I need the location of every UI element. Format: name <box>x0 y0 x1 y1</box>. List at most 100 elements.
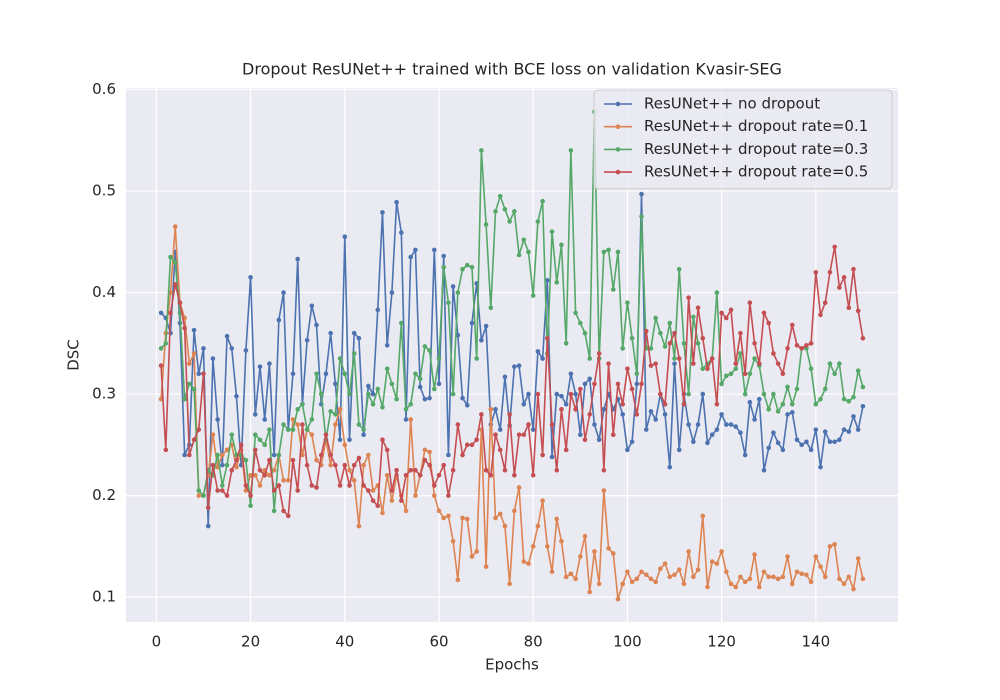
data-point <box>775 440 781 446</box>
data-point <box>738 351 743 356</box>
data-point <box>285 478 291 483</box>
data-point <box>827 439 833 445</box>
data-point <box>497 447 503 453</box>
data-point <box>714 401 720 407</box>
data-point <box>615 249 621 255</box>
y-tick-label: 0.3 <box>92 385 116 403</box>
data-point <box>554 391 560 397</box>
data-point <box>573 407 578 412</box>
data-point <box>403 508 409 514</box>
data-point <box>408 254 414 260</box>
data-point <box>351 462 357 468</box>
data-point <box>483 323 489 329</box>
data-point <box>827 361 833 366</box>
data-point <box>719 549 724 554</box>
data-point <box>450 391 456 397</box>
data-point <box>248 275 253 280</box>
data-point <box>290 417 296 422</box>
data-point <box>615 596 621 602</box>
data-point <box>662 344 668 349</box>
data-point <box>535 219 541 224</box>
data-point <box>333 412 338 417</box>
data-point <box>210 356 216 361</box>
data-point <box>163 447 169 453</box>
data-point <box>780 401 786 407</box>
data-point <box>337 483 343 488</box>
data-point <box>846 305 852 311</box>
legend-label: ResUNet++ dropout rate=0.5 <box>644 163 868 181</box>
data-point <box>502 523 508 529</box>
data-point <box>799 571 804 577</box>
data-point <box>672 356 677 361</box>
data-point <box>860 576 866 582</box>
x-tick-label: 60 <box>429 633 448 651</box>
data-point <box>309 303 315 309</box>
data-point <box>464 262 470 268</box>
legend-marker <box>615 147 621 152</box>
data-point <box>799 442 804 448</box>
data-point <box>658 391 663 397</box>
data-point <box>733 366 739 372</box>
data-point <box>818 464 823 470</box>
data-point <box>526 391 531 397</box>
data-point <box>804 439 809 445</box>
data-point <box>356 455 362 461</box>
data-point <box>252 412 258 417</box>
data-point <box>832 371 837 377</box>
data-point <box>389 498 395 503</box>
data-point <box>196 371 202 377</box>
data-point <box>187 452 192 458</box>
data-point <box>512 209 517 214</box>
data-point <box>314 485 319 490</box>
data-point <box>709 559 715 564</box>
data-point <box>643 572 649 578</box>
data-point <box>479 148 484 153</box>
data-point <box>394 396 399 402</box>
data-point <box>281 422 286 427</box>
data-point <box>559 393 564 399</box>
data-point <box>314 457 319 463</box>
data-point <box>366 383 371 389</box>
data-point <box>450 284 456 289</box>
data-point <box>526 422 531 427</box>
data-point <box>822 300 828 306</box>
data-point <box>460 266 465 272</box>
data-point <box>488 305 494 311</box>
data-point <box>761 391 767 397</box>
data-point <box>648 363 654 368</box>
data-point <box>474 437 479 443</box>
data-point <box>526 249 531 255</box>
data-point <box>224 447 230 453</box>
data-point <box>290 427 296 432</box>
data-point <box>629 439 635 445</box>
data-point <box>262 442 268 448</box>
data-point <box>738 574 743 580</box>
data-point <box>728 307 734 313</box>
data-point <box>191 327 197 333</box>
data-point <box>837 285 842 290</box>
data-point <box>676 447 682 453</box>
data-point <box>394 467 399 473</box>
data-point <box>549 454 555 460</box>
data-point <box>851 266 856 272</box>
data-point <box>620 412 625 417</box>
data-point <box>620 581 625 587</box>
data-point <box>431 247 437 253</box>
y-tick-label: 0.1 <box>92 588 116 606</box>
data-point <box>634 576 640 582</box>
y-tick-label: 0.2 <box>92 486 116 504</box>
data-point <box>337 356 343 361</box>
data-point <box>549 229 555 234</box>
data-point <box>587 356 593 361</box>
data-point <box>804 343 809 348</box>
data-point <box>724 422 729 427</box>
x-axis-label: Epochs <box>485 656 539 674</box>
data-point <box>224 333 230 339</box>
data-point <box>384 343 390 348</box>
data-point <box>446 300 451 306</box>
data-point <box>747 371 753 377</box>
data-point <box>855 368 861 374</box>
data-point <box>493 515 498 521</box>
data-point <box>413 493 418 498</box>
data-point <box>196 427 202 432</box>
